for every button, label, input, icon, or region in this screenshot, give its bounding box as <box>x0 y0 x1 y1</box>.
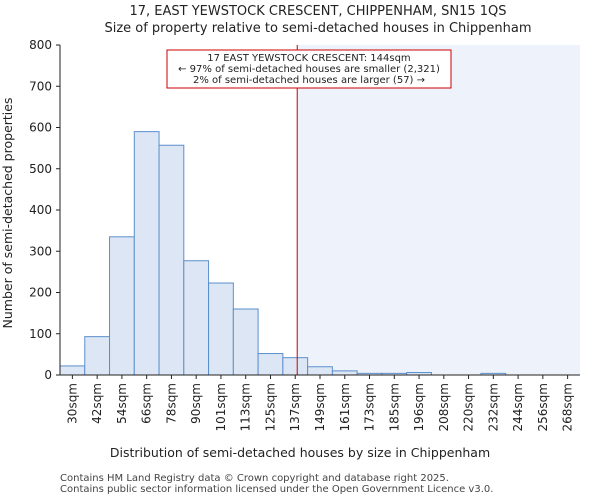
x-tick-label-232sqm: 232sqm <box>486 383 500 431</box>
annotation-box: 17 EAST YEWSTOCK CRESCENT: 144sqm ← 97% … <box>166 49 452 89</box>
y-tick-label-700: 700 <box>29 79 52 93</box>
y-axis-label: Number of semi-detached properties <box>0 98 15 329</box>
chart-subtitle: Size of property relative to semi-detach… <box>104 21 531 36</box>
bar-125sqm <box>257 353 284 376</box>
x-tick-label-66sqm: 66sqm <box>140 383 154 424</box>
x-axis-ticks: 30sqm 42sqm 54sqm 66sqm 78sqm 90sqm 101sqm 113s… <box>65 375 575 431</box>
annotation-line-2: ← 97% of semi-detached houses are smalle… <box>178 64 440 75</box>
y-tick-label-500: 500 <box>29 162 52 176</box>
bar-90sqm <box>183 260 210 376</box>
bar-30sqm <box>59 365 86 376</box>
x-tick-label-101sqm: 101sqm <box>214 383 228 431</box>
x-tick-label-185sqm: 185sqm <box>387 383 401 431</box>
chart-title: 17, EAST YEWSTOCK CRESCENT, CHIPPENHAM, … <box>129 4 506 19</box>
bar-42sqm <box>84 336 111 376</box>
annotation-border <box>166 49 452 89</box>
x-tick-label-78sqm: 78sqm <box>164 383 178 424</box>
y-tick-label-400: 400 <box>29 203 52 217</box>
bar-66sqm <box>133 131 160 376</box>
bar-137sqm <box>282 357 309 376</box>
bar-101sqm <box>208 282 234 376</box>
x-tick-label-256sqm: 256sqm <box>536 383 550 431</box>
bars-group <box>59 131 507 376</box>
x-tick-label-149sqm: 149sqm <box>313 383 327 431</box>
x-tick-label-220sqm: 220sqm <box>462 383 476 431</box>
x-tick-label-161sqm: 161sqm <box>338 383 352 431</box>
y-tick-label-200: 200 <box>29 286 52 300</box>
bar-54sqm <box>109 236 135 376</box>
y-tick-label-800: 800 <box>29 38 52 52</box>
annotation-line-3: 2% of semi-detached houses are larger (5… <box>193 75 425 86</box>
x-tick-label-173sqm: 173sqm <box>363 383 377 431</box>
y-tick-label-300: 300 <box>29 244 52 258</box>
y-tick-label-0: 0 <box>44 368 52 382</box>
footer-copyright: Contains HM Land Registry data © Crown c… <box>60 473 449 484</box>
x-tick-label-125sqm: 125sqm <box>263 383 277 431</box>
x-tick-label-42sqm: 42sqm <box>90 383 104 424</box>
y-tick-label-100: 100 <box>29 327 52 341</box>
x-tick-label-54sqm: 54sqm <box>115 383 129 424</box>
x-tick-label-196sqm: 196sqm <box>412 383 426 431</box>
x-tick-label-268sqm: 268sqm <box>561 383 575 431</box>
bar-78sqm <box>158 144 185 376</box>
y-tick-label-600: 600 <box>29 121 52 135</box>
x-tick-label-90sqm: 90sqm <box>189 383 203 424</box>
x-tick-label-30sqm: 30sqm <box>65 383 79 424</box>
x-tick-label-137sqm: 137sqm <box>288 383 302 431</box>
x-axis-label: Distribution of semi-detached houses by … <box>110 445 490 460</box>
y-axis-ticks: 0 100 200 300 400 500 600 700 800 <box>29 38 60 382</box>
footer-licence: Contains public sector information licen… <box>60 484 494 495</box>
bar-113sqm <box>232 308 259 376</box>
x-tick-label-208sqm: 208sqm <box>437 383 451 431</box>
larger-properties-region <box>297 45 580 375</box>
bar-161sqm <box>331 370 358 376</box>
annotation-line-1: 17 EAST YEWSTOCK CRESCENT: 144sqm <box>207 53 410 64</box>
bar-149sqm <box>307 366 333 376</box>
x-tick-label-244sqm: 244sqm <box>511 383 525 431</box>
x-tick-label-113sqm: 113sqm <box>239 383 253 431</box>
